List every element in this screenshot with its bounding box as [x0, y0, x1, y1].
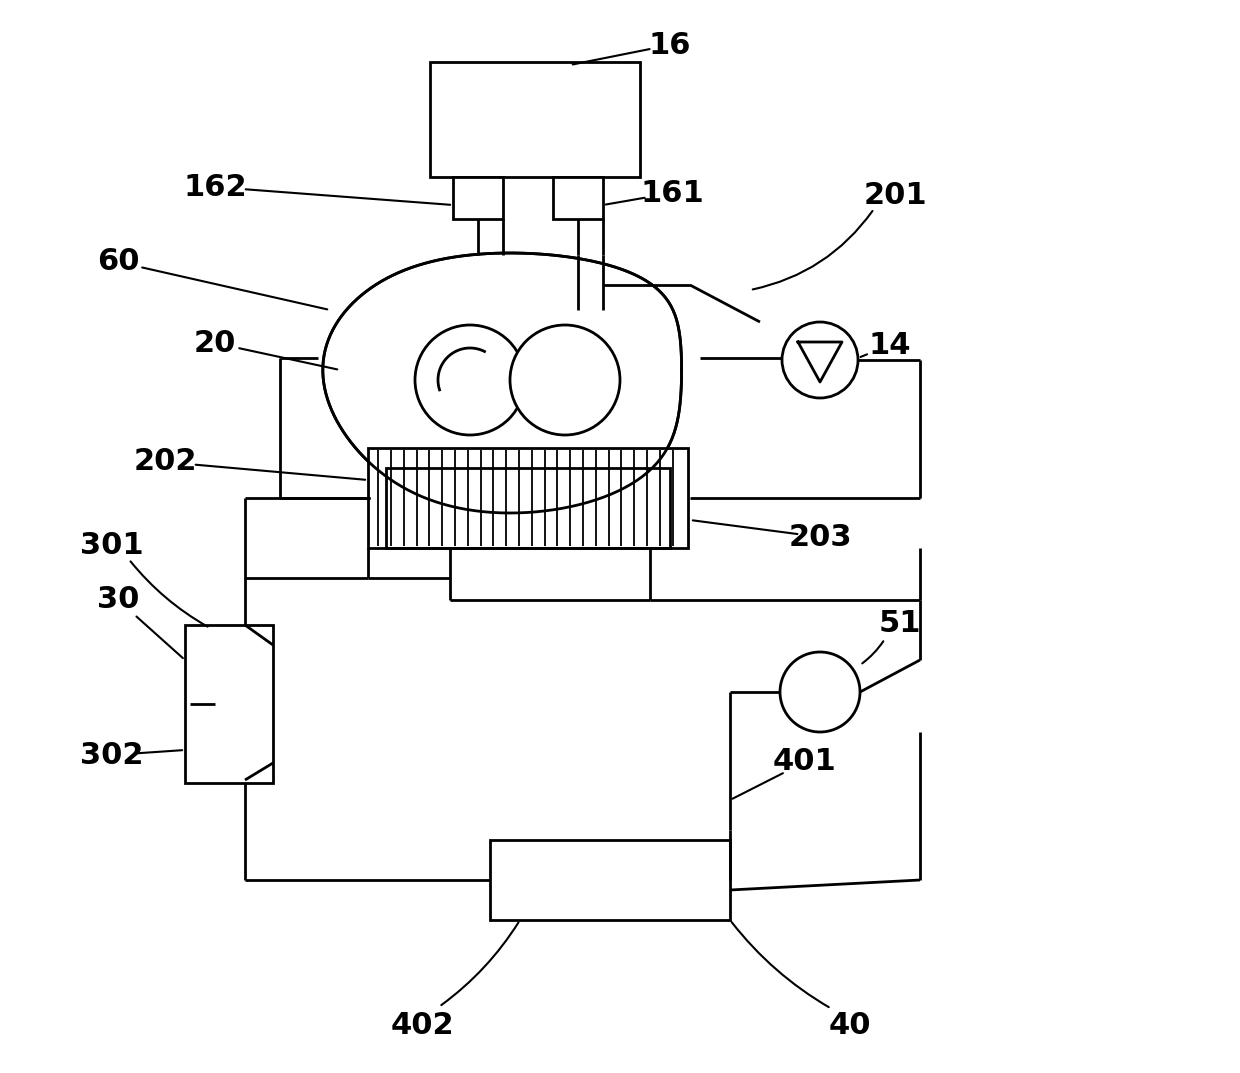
Text: 402: 402 — [391, 1011, 454, 1040]
Circle shape — [415, 325, 525, 435]
Text: 14: 14 — [869, 330, 911, 359]
Polygon shape — [322, 253, 682, 513]
Bar — [185, 624, 273, 783]
Circle shape — [782, 322, 858, 398]
Circle shape — [510, 325, 620, 435]
Text: 51: 51 — [879, 608, 921, 637]
Text: 40: 40 — [828, 1011, 872, 1040]
Text: 301: 301 — [81, 530, 144, 559]
Bar — [490, 840, 730, 920]
Bar — [368, 449, 688, 548]
Text: 162: 162 — [184, 173, 247, 202]
Circle shape — [780, 652, 861, 732]
Text: 60: 60 — [97, 248, 139, 277]
Text: 401: 401 — [773, 748, 837, 777]
Bar — [553, 177, 603, 219]
Text: 16: 16 — [649, 30, 691, 59]
Text: 20: 20 — [193, 328, 236, 357]
Text: 161: 161 — [640, 178, 704, 207]
Text: 30: 30 — [97, 586, 139, 615]
Text: 202: 202 — [133, 447, 197, 476]
Bar — [386, 468, 670, 548]
Bar — [430, 62, 640, 177]
Text: 302: 302 — [81, 740, 144, 769]
Text: 203: 203 — [789, 523, 852, 552]
Bar — [453, 177, 503, 219]
Text: 201: 201 — [863, 180, 926, 209]
